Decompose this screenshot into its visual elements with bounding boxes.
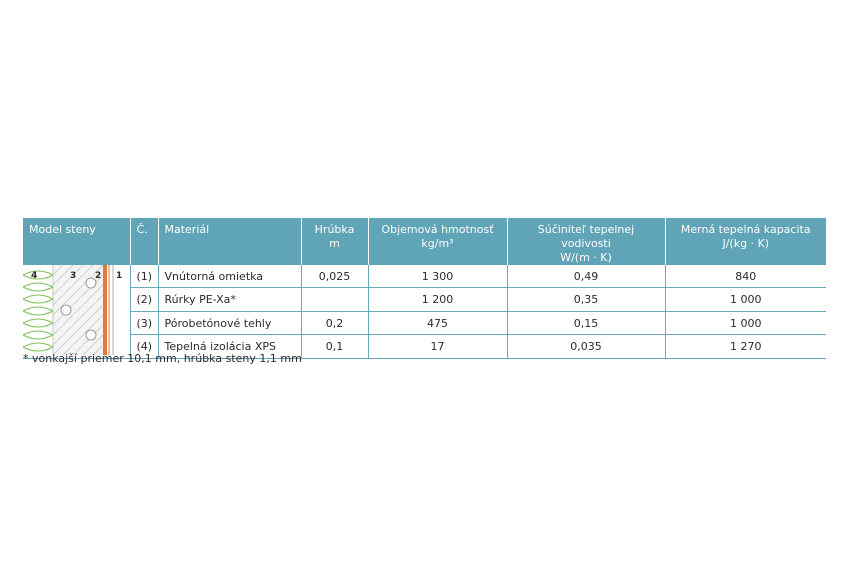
header-density-unit: kg/m³ [421,237,454,250]
row-num: (2) [129,287,158,312]
header-conductivity-label: Súčiniteľ tepelnej vodivosti [537,223,635,250]
wall-label-4: 4 [31,271,37,281]
row-num: (1) [129,265,158,289]
header-conductivity-unit: W/(m · K) [560,251,612,264]
table-row: 4 3 2 1 (1) Vnútorná omietka 0,025 1 300… [22,265,826,359]
header-density: Objemová hmotnosť kg/m³ [367,218,507,265]
row-capacity: 1 000 [664,311,826,336]
row-material: Tepelná izolácia XPS [157,334,301,359]
row-material: Vnútorná omietka [157,265,301,289]
row-thickness: 0,025 [300,265,368,289]
material-table: Model steny Č. Materiál Hrúbka m Objemov… [22,218,826,359]
pipe-circle-bottom [85,329,97,341]
row-material: Pórobetónové tehly [157,311,301,336]
row-capacity: 1 270 [664,334,826,359]
row-density: 475 [367,311,507,336]
row-material: Rúrky PE-Xa* [157,287,301,312]
wall-label-1: 1 [116,271,122,281]
table-row: (4) Tepelná izolácia XPS 0,1 17 0,035 1 … [23,334,826,359]
row-conductivity: 0,15 [506,311,665,336]
row-thickness: 0,2 [300,311,368,336]
pipe-circle-top [60,304,72,316]
wall-label-3: 3 [70,271,76,281]
layer-pipe [103,265,107,355]
wall-section-diagram: 4 3 2 1 [22,265,122,355]
layer-insulation [23,265,53,355]
header-capacity-label: Merná tepelná kapacita [680,223,811,236]
header-row: Model steny Č. Materiál Hrúbka m Objemov… [23,218,826,265]
row-thickness [300,287,368,312]
table-row: (3) Pórobetónové tehly 0,2 475 0,15 1 00… [23,311,826,336]
pipe-circle-top-2 [85,277,97,289]
row-density: 1 200 [367,287,507,312]
row-thickness: 0,1 [300,334,368,359]
row-num: (3) [129,311,158,336]
table-row: (2) Rúrky PE-Xa* 1 200 0,35 1 000 [23,287,826,312]
header-capacity: Merná tepelná kapacita J/(kg · K) [664,218,826,265]
header-num: Č. [129,218,158,265]
row-conductivity: 0,49 [506,265,665,289]
header-capacity-unit: J/(kg · K) [722,237,770,250]
header-thickness-label: Hrúbka [314,223,355,236]
header-model: Model steny [23,218,130,265]
header-thickness-unit: m [329,237,340,250]
row-conductivity: 0,035 [506,334,665,359]
header-material: Materiál [157,218,301,265]
row-density: 17 [367,334,507,359]
wall-model-cell: 4 3 2 1 [22,265,130,359]
wall-label-2: 2 [95,271,101,281]
row-density: 1 300 [367,265,507,289]
header-density-label: Objemová hmotnosť [381,223,494,236]
row-capacity: 840 [664,265,826,289]
row-capacity: 1 000 [664,287,826,312]
header-thickness: Hrúbka m [300,218,368,265]
header-conductivity: Súčiniteľ tepelnej vodivosti W/(m · K) [506,218,665,265]
row-conductivity: 0,35 [506,287,665,312]
row-num: (4) [129,334,158,359]
footnote: * vonkajší priemer 10,1 mm, hrúbka steny… [23,352,302,365]
